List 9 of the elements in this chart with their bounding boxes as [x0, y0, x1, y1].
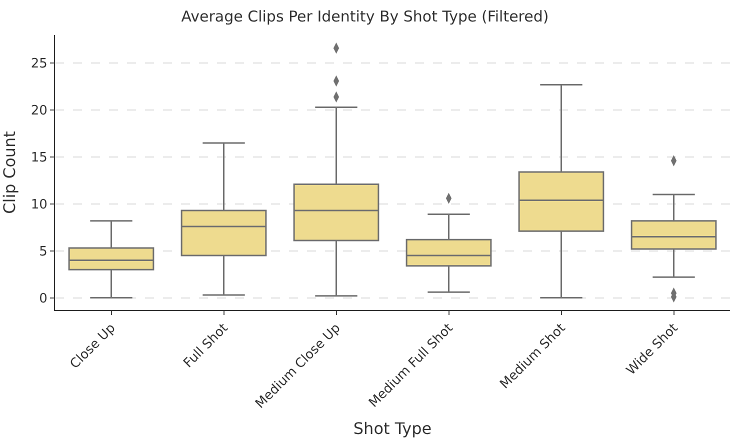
x-axis-title: Shot Type [353, 419, 432, 438]
y-tick-label: 10 [30, 197, 48, 212]
chart-title: Average Clips Per Identity By Shot Type (Filtered) [181, 7, 549, 26]
y-tick-label: 5 [39, 244, 48, 260]
y-tick-label: 20 [30, 104, 48, 119]
y-axis-title: Clip Count [0, 131, 19, 214]
y-tick-label: 25 [30, 56, 48, 72]
y-tick-label: 0 [39, 291, 48, 306]
y-tick-label: 15 [30, 150, 48, 166]
